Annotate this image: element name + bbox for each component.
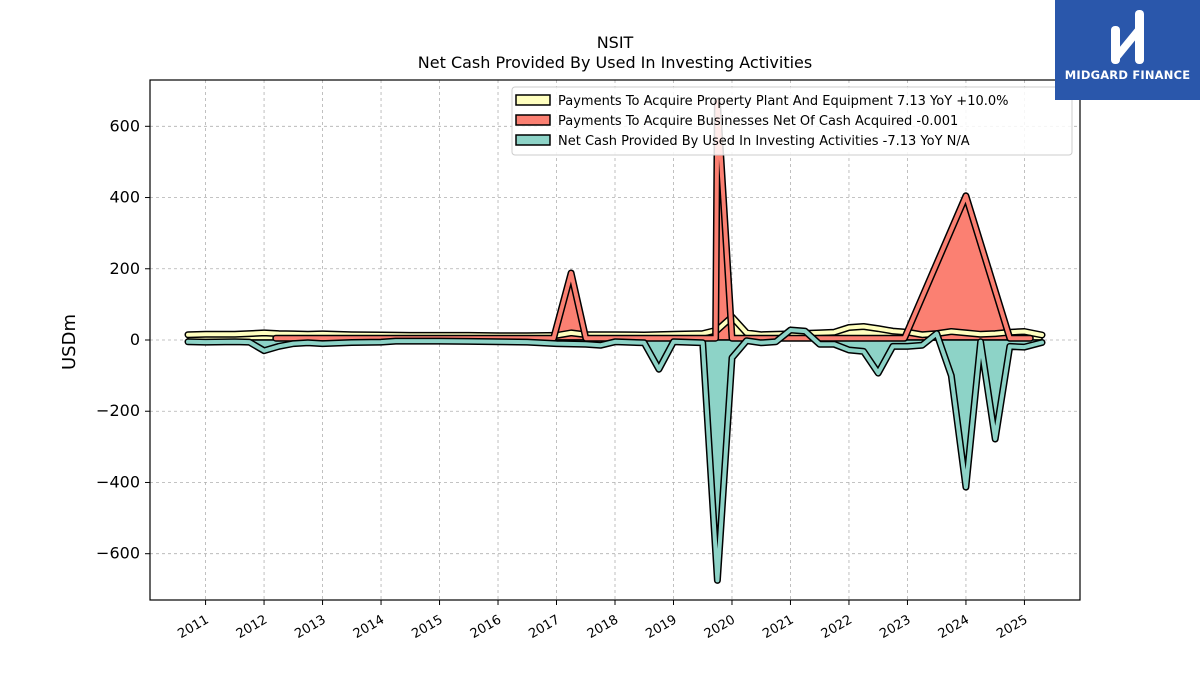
x-tick-label: 2012: [234, 612, 270, 642]
legend-entry-label: Net Cash Provided By Used In Investing A…: [558, 134, 970, 149]
legend-entry-label: Payments To Acquire Businesses Net Of Ca…: [558, 114, 958, 129]
x-tick-label: 2024: [936, 612, 972, 642]
brand-name: MIDGARD FINANCE: [1064, 68, 1191, 82]
x-tick-label: 2011: [175, 612, 211, 642]
y-tick-label: −200: [96, 401, 140, 420]
x-tick-label: 2020: [702, 612, 738, 642]
chart-ticker: NSIT: [597, 33, 634, 52]
x-tick-label: 2015: [409, 612, 445, 642]
x-tick-label: 2023: [877, 612, 913, 642]
x-axis: 2011 2012 2013 2014 2015 2016 2017 2018 2019 2020…: [175, 600, 1030, 642]
series-lines: [184, 97, 1046, 584]
legend-swatch: [515, 114, 551, 126]
legend-entry-label: Payments To Acquire Property Plant And E…: [558, 94, 1009, 109]
legend: Payments To Acquire Property Plant And E…: [511, 86, 1073, 156]
x-tick-label: 2016: [468, 612, 504, 642]
x-tick-label: 2022: [819, 612, 855, 642]
x-tick-label: 2018: [585, 612, 621, 642]
x-tick-label: 2025: [994, 612, 1030, 642]
y-axis: −600 −400 −200 0 200 400 600: [96, 116, 150, 563]
midgard-logo-icon: [1111, 10, 1144, 64]
y-axis-label: USDm: [59, 314, 80, 370]
y-tick-label: 0: [130, 330, 140, 349]
x-tick-label: 2013: [292, 612, 328, 642]
legend-box: [511, 86, 1073, 156]
line-net-cash-provided-by-used-in-investing-activities: [186, 328, 1044, 583]
legend-swatch: [515, 94, 551, 106]
y-tick-label: 400: [109, 188, 140, 207]
x-tick-label: 2014: [351, 612, 387, 642]
y-tick-label: −400: [96, 472, 140, 491]
brand-logo: MIDGARD FINANCE: [1055, 0, 1200, 100]
x-tick-label: 2017: [526, 612, 562, 642]
legend-swatch: [515, 134, 551, 146]
y-tick-label: 600: [109, 116, 140, 135]
y-tick-label: −600: [96, 544, 140, 563]
y-tick-label: 200: [109, 259, 140, 278]
chart-title: Net Cash Provided By Used In Investing A…: [418, 53, 812, 72]
x-tick-label: 2019: [643, 612, 679, 642]
x-tick-label: 2021: [760, 612, 796, 642]
